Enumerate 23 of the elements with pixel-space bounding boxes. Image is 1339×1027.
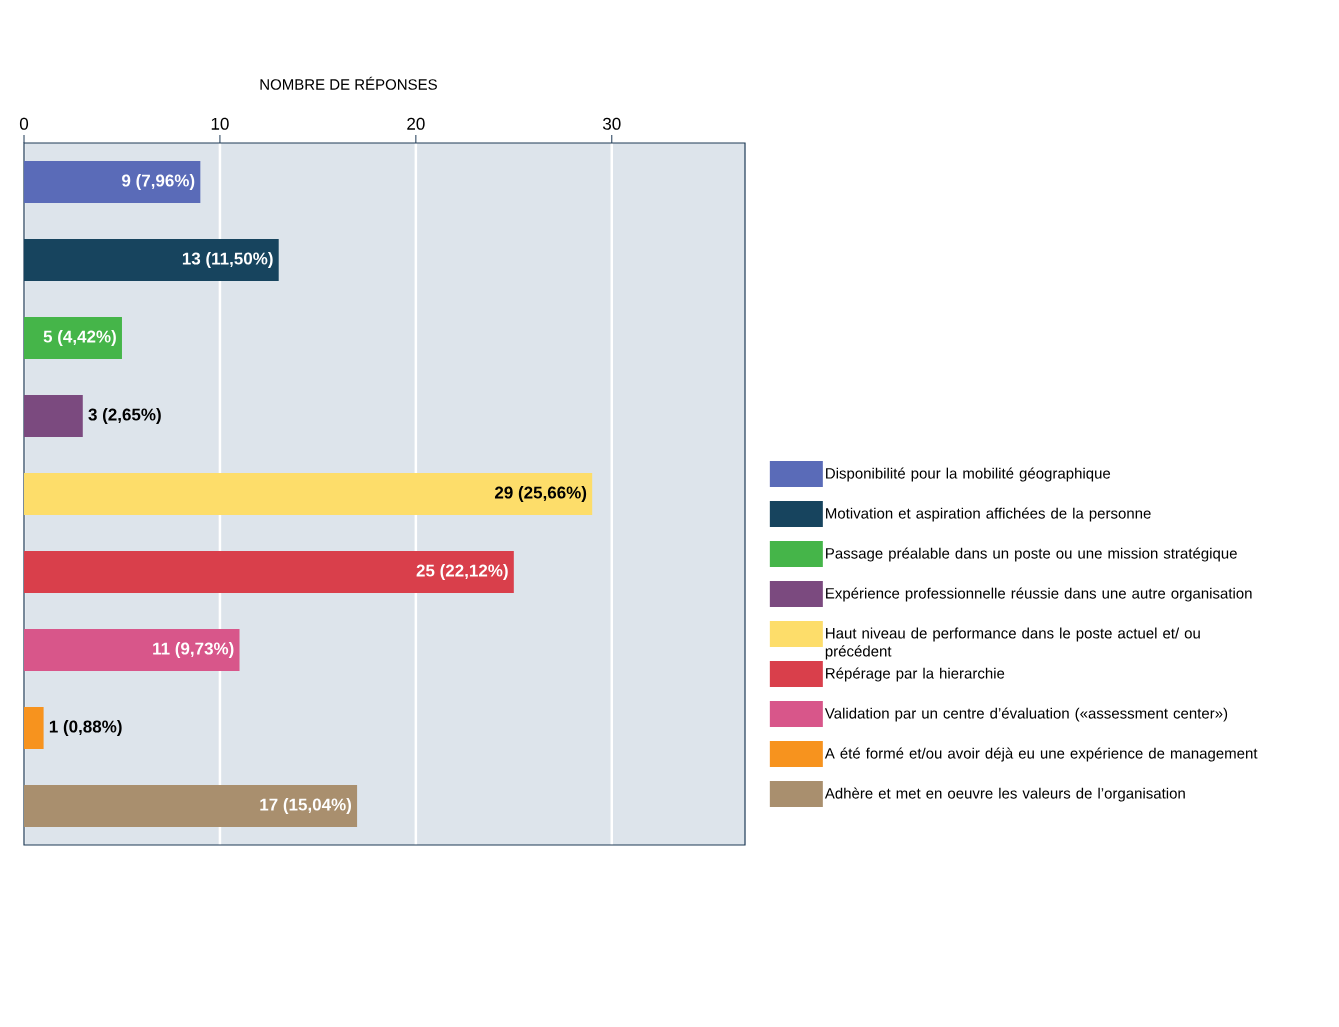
data-label: 3 (2,65%) — [88, 408, 161, 424]
legend-label: Disponibilité pour la mobilité géographique — [826, 467, 1111, 482]
x-tick-label: 0 — [19, 117, 29, 130]
legend-label: Expérience professionnelle réussie dans une autre organisation — [826, 587, 1252, 602]
legend-label: Validation par un centre d’évaluation («assessment center») — [824, 707, 1228, 722]
legend-label: Haut niveau de performance dans le poste actuel et/ ou précédent — [825, 627, 1200, 660]
legend-label: Répérage par la hierarchie — [826, 667, 1005, 682]
data-label: 9 (7,96%) — [122, 174, 195, 190]
data-label: 25 (22,12%) — [416, 564, 508, 580]
data-label: 29 (25,66%) — [494, 486, 587, 502]
x-tick-label: 20 — [407, 117, 425, 130]
legend-label: Adhère et met en oeuvre les valeurs de l’organisation — [824, 787, 1185, 802]
data-label: 13 (11,50%) — [182, 252, 273, 268]
data-label: 5 (4,42%) — [43, 330, 116, 346]
data-label: 1 (0,88%) — [49, 720, 122, 736]
legend-label: A été formé et/ou avoir déjà eu une expérience de management — [824, 747, 1258, 762]
legend-label: Motivation et aspiration affichées de la personne — [826, 507, 1151, 522]
legend-label: Passage préalable dans un poste ou une mission stratégique — [826, 547, 1237, 562]
x-axis-title: NOMBRE DE RÉPONSES — [260, 76, 437, 90]
x-tick-label: 10 — [211, 117, 229, 130]
data-label: 17 (15,04%) — [260, 798, 351, 814]
x-tick-label: 30 — [602, 117, 621, 130]
data-label: 11 (9,73%) — [153, 642, 234, 658]
